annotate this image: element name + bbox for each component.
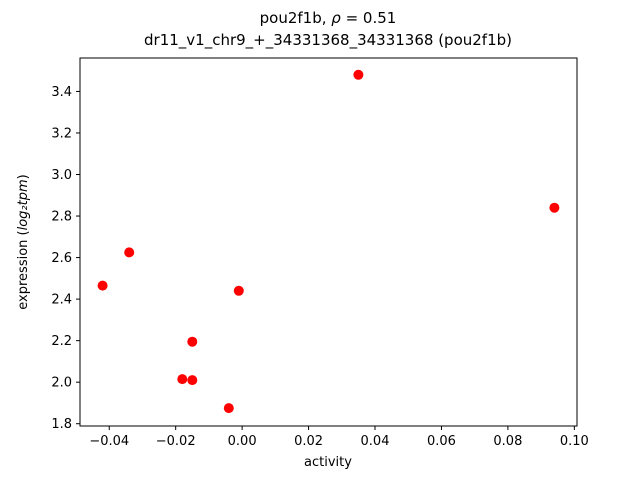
x-tick-label: 0.02 xyxy=(294,434,323,449)
chart-title-prefix: pou2f1b, xyxy=(260,9,332,27)
y-axis-label: expression (log₂tpm) xyxy=(16,174,31,309)
data-point xyxy=(124,247,135,258)
y-tick-label: 2.6 xyxy=(51,251,72,266)
y-tick-label: 1.8 xyxy=(51,417,72,432)
plot-area: −0.04 −0.02 0.00 0.02 0.04 0.06 0.08 0.10 1.8 2.0… xyxy=(51,57,589,449)
y-tick-label: 3.0 xyxy=(51,168,72,183)
y-tick-label: 2.8 xyxy=(51,210,72,225)
chart-title-rho: ρ xyxy=(331,9,341,27)
data-point xyxy=(233,285,244,296)
y-tick-label: 3.4 xyxy=(51,85,72,100)
y-tick-label: 2.2 xyxy=(51,334,72,349)
data-point xyxy=(353,69,364,80)
y-axis-label-math: log₂tpm xyxy=(16,179,31,230)
y-axis-label-prefix: expression ( xyxy=(16,230,31,309)
y-tick-label: 3.2 xyxy=(51,126,72,141)
data-point xyxy=(549,202,560,213)
plot-border xyxy=(79,57,578,427)
data-point xyxy=(177,374,188,385)
x-tick-label: −0.02 xyxy=(156,434,196,449)
chart-title-suffix: = 0.51 xyxy=(341,9,397,27)
x-tick-label: 0.08 xyxy=(493,434,522,449)
x-axis-label: activity xyxy=(304,455,352,470)
x-tick-label: 0.06 xyxy=(427,434,456,449)
chart-title: pou2f1b, ρ = 0.51 xyxy=(260,9,397,27)
data-point xyxy=(97,280,108,291)
y-tick-label: 2.0 xyxy=(51,376,72,391)
data-point xyxy=(223,403,234,414)
data-point xyxy=(187,375,198,386)
chart-subtitle: dr11_v1_chr9_+_34331368_34331368 (pou2f1… xyxy=(144,31,512,50)
data-point xyxy=(187,336,198,347)
x-tick-label: 0.10 xyxy=(560,434,589,449)
y-tick-label: 2.4 xyxy=(51,293,72,308)
y-axis-label-suffix: ) xyxy=(16,174,31,179)
x-tick-label: −0.04 xyxy=(89,434,129,449)
x-tick-label: 0.00 xyxy=(228,434,257,449)
x-tick-label: 0.04 xyxy=(361,434,390,449)
